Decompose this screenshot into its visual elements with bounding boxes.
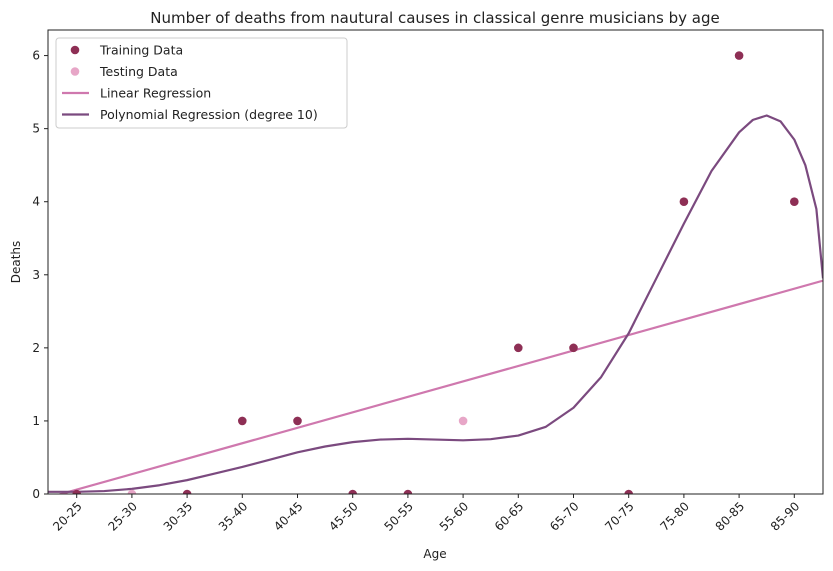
y-tick-label: 1 (32, 414, 40, 428)
x-tick-label: 55-60 (437, 499, 472, 534)
data-point-testing-data (458, 416, 468, 426)
series-line-linear-regression (56, 279, 823, 494)
y-axis-ticks: 0 1 2 3 4 5 6 (32, 49, 48, 501)
legend-marker-training-data (70, 45, 80, 55)
data-point-training-data (403, 489, 413, 494)
x-axis-ticks: 20-25 25-30 30-35 35-40 40-45 45-50 50-55 55-60… (50, 494, 802, 534)
data-point-training-data (514, 343, 523, 353)
x-tick-label: 60-65 (492, 499, 527, 534)
y-tick-label: 6 (32, 49, 40, 63)
x-tick-label: 45-50 (326, 499, 361, 534)
x-tick-label: 50-55 (381, 499, 416, 534)
data-point-training-data (624, 489, 633, 494)
chart-title: Number of deaths from nautural causes in… (150, 9, 720, 27)
x-tick-label: 80-85 (713, 499, 748, 534)
x-tick-label: 85-90 (768, 499, 803, 534)
data-point-training-data (238, 416, 247, 426)
x-tick-label: 70-75 (602, 499, 637, 534)
legend-marker-testing-data (70, 67, 80, 76)
x-tick-label: 20-25 (50, 499, 85, 534)
y-tick-label: 4 (32, 195, 40, 209)
y-tick-label: 2 (32, 341, 40, 355)
x-tick-label: 75-80 (657, 499, 692, 534)
x-tick-label: 35-40 (216, 499, 251, 534)
x-tick-label: 40-45 (271, 499, 306, 534)
x-tick-label: 65-70 (547, 499, 582, 534)
data-point-training-data (293, 416, 302, 426)
data-point-training-data (348, 489, 357, 494)
data-point-training-data (72, 489, 81, 494)
x-axis-label: Age (423, 547, 446, 561)
y-tick-label: 5 (32, 122, 40, 136)
series-line-polynomial-regression-degree-10 (48, 114, 823, 493)
y-tick-label: 3 (32, 268, 40, 282)
legend-label-linear-regression: Linear Regression (100, 86, 211, 101)
data-point-training-data (679, 197, 689, 207)
legend-box (55, 37, 348, 129)
y-axis-label: Deaths (9, 241, 23, 284)
legend: Training Data Testing Data Linear Regressi… (55, 37, 348, 129)
x-tick-label: 25-30 (105, 499, 140, 534)
plot-area (48, 51, 823, 494)
data-point-testing-data (127, 489, 137, 494)
data-point-training-data (790, 197, 799, 207)
data-point-training-data (182, 489, 192, 494)
data-point-training-data (569, 343, 578, 353)
plot-frame (47, 29, 824, 495)
legend-label-training-data: Training Data (99, 43, 183, 58)
data-point-training-data (734, 51, 744, 60)
y-tick-label: 0 (32, 487, 40, 501)
x-tick-label: 30-35 (161, 499, 196, 534)
legend-label-testing-data: Testing Data (99, 64, 178, 79)
legend-label-polynomial-regression-degree-10: Polynomial Regression (degree 10) (100, 107, 318, 122)
